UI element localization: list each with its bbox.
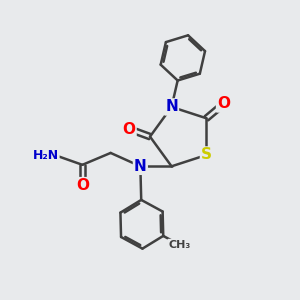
Text: H₂N: H₂N — [32, 149, 58, 162]
Text: S: S — [201, 148, 212, 163]
Text: CH₃: CH₃ — [168, 240, 190, 250]
Text: O: O — [217, 97, 230, 112]
Text: O: O — [76, 178, 89, 193]
Text: N: N — [134, 159, 147, 174]
Text: N: N — [165, 99, 178, 114]
Text: O: O — [123, 122, 136, 136]
